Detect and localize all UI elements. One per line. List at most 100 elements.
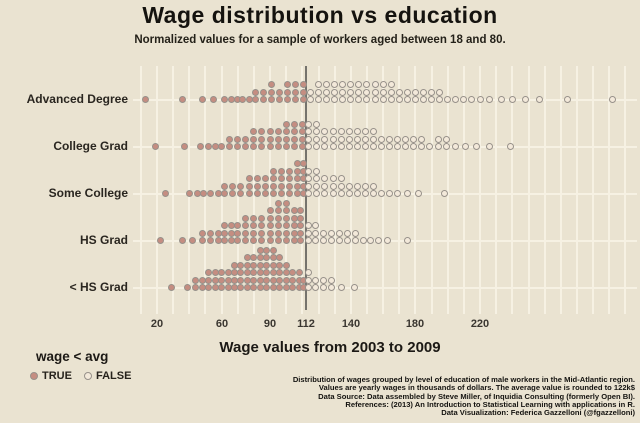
v-gridline bbox=[608, 66, 611, 314]
dot-true bbox=[283, 237, 290, 244]
dot-true bbox=[283, 207, 290, 214]
dot-true bbox=[242, 136, 249, 143]
dot-true bbox=[283, 200, 290, 207]
dot-true bbox=[275, 136, 282, 143]
dot-true bbox=[221, 230, 228, 237]
dot-true bbox=[270, 175, 277, 182]
dot-false bbox=[380, 96, 387, 103]
dot-false bbox=[312, 222, 319, 229]
dot-true bbox=[278, 168, 285, 175]
dot-false bbox=[436, 96, 443, 103]
dot-true bbox=[270, 247, 277, 254]
dot-true bbox=[229, 183, 236, 190]
dot-false bbox=[362, 190, 369, 197]
dot-false bbox=[404, 96, 411, 103]
dot-true bbox=[267, 143, 274, 150]
dot-true bbox=[289, 269, 296, 276]
dot-true bbox=[283, 262, 290, 269]
legend-item-false-label: FALSE bbox=[95, 370, 132, 382]
dot-true bbox=[221, 96, 228, 103]
dot-true bbox=[234, 143, 241, 150]
dot-true bbox=[291, 121, 298, 128]
v-gridline bbox=[446, 66, 449, 314]
dot-true bbox=[284, 89, 291, 96]
x-tick-label: 112 bbox=[297, 318, 315, 330]
legend-title: wage < avg bbox=[36, 349, 109, 364]
false-dot-icon bbox=[83, 372, 92, 380]
dot-false bbox=[321, 136, 328, 143]
legend-items: TRUE FALSE bbox=[30, 370, 131, 382]
dot-true bbox=[275, 222, 282, 229]
dot-false bbox=[331, 89, 338, 96]
dot-true bbox=[258, 222, 265, 229]
dot-false bbox=[386, 143, 393, 150]
v-gridline bbox=[495, 66, 498, 314]
dot-true bbox=[205, 269, 212, 276]
dot-false bbox=[375, 237, 382, 244]
dot-false bbox=[313, 183, 320, 190]
dot-false bbox=[402, 136, 409, 143]
dot-true bbox=[252, 96, 259, 103]
dot-true bbox=[252, 89, 259, 96]
y-category-label: College Grad bbox=[53, 139, 128, 153]
dot-false bbox=[415, 190, 422, 197]
h-gridline bbox=[133, 193, 637, 195]
dot-true bbox=[292, 96, 299, 103]
dot-false bbox=[507, 143, 514, 150]
dot-false bbox=[362, 143, 369, 150]
dot-true bbox=[237, 277, 244, 284]
dot-false bbox=[386, 136, 393, 143]
dot-true bbox=[242, 237, 249, 244]
dot-true bbox=[237, 262, 244, 269]
dot-true bbox=[239, 96, 246, 103]
dot-true bbox=[297, 215, 304, 222]
dot-true bbox=[263, 269, 270, 276]
dot-true bbox=[221, 183, 228, 190]
y-category-label: < HS Grad bbox=[69, 280, 128, 294]
v-gridline bbox=[511, 66, 514, 314]
dot-false bbox=[346, 143, 353, 150]
dot-true bbox=[179, 96, 186, 103]
dot-true bbox=[181, 143, 188, 150]
dot-true bbox=[250, 237, 257, 244]
v-gridline bbox=[156, 66, 158, 314]
dot-true bbox=[278, 190, 285, 197]
dot-true bbox=[242, 143, 249, 150]
dot-true bbox=[263, 254, 270, 261]
caption-line: Values are yearly wages in thousands of … bbox=[318, 383, 635, 393]
dot-false bbox=[305, 237, 312, 244]
dot-true bbox=[200, 190, 207, 197]
dot-true bbox=[250, 230, 257, 237]
dot-false bbox=[354, 183, 361, 190]
dot-false bbox=[355, 89, 362, 96]
dot-true bbox=[300, 160, 307, 167]
dot-true bbox=[275, 230, 282, 237]
dot-false bbox=[321, 175, 328, 182]
x-tick-label: 60 bbox=[215, 318, 229, 330]
dot-true bbox=[237, 183, 244, 190]
dot-true bbox=[283, 215, 290, 222]
dot-false bbox=[305, 175, 312, 182]
dot-false bbox=[394, 143, 401, 150]
dot-false bbox=[331, 96, 338, 103]
dot-true bbox=[250, 215, 257, 222]
dot-false bbox=[320, 284, 327, 291]
dot-true bbox=[250, 143, 257, 150]
dot-false bbox=[370, 128, 377, 135]
dot-false bbox=[355, 81, 362, 88]
chart-subtitle: Normalized values for a sample of worker… bbox=[134, 34, 506, 46]
dot-false bbox=[313, 143, 320, 150]
dot-false bbox=[321, 143, 328, 150]
dot-true bbox=[296, 269, 303, 276]
dot-false bbox=[404, 89, 411, 96]
dot-false bbox=[428, 96, 435, 103]
dot-true bbox=[218, 277, 225, 284]
dot-true bbox=[189, 237, 196, 244]
dot-false bbox=[347, 81, 354, 88]
dot-true bbox=[268, 89, 275, 96]
dot-true bbox=[254, 175, 261, 182]
dot-false bbox=[378, 143, 385, 150]
dot-true bbox=[242, 222, 249, 229]
dot-false bbox=[378, 136, 385, 143]
dot-false bbox=[305, 269, 312, 276]
